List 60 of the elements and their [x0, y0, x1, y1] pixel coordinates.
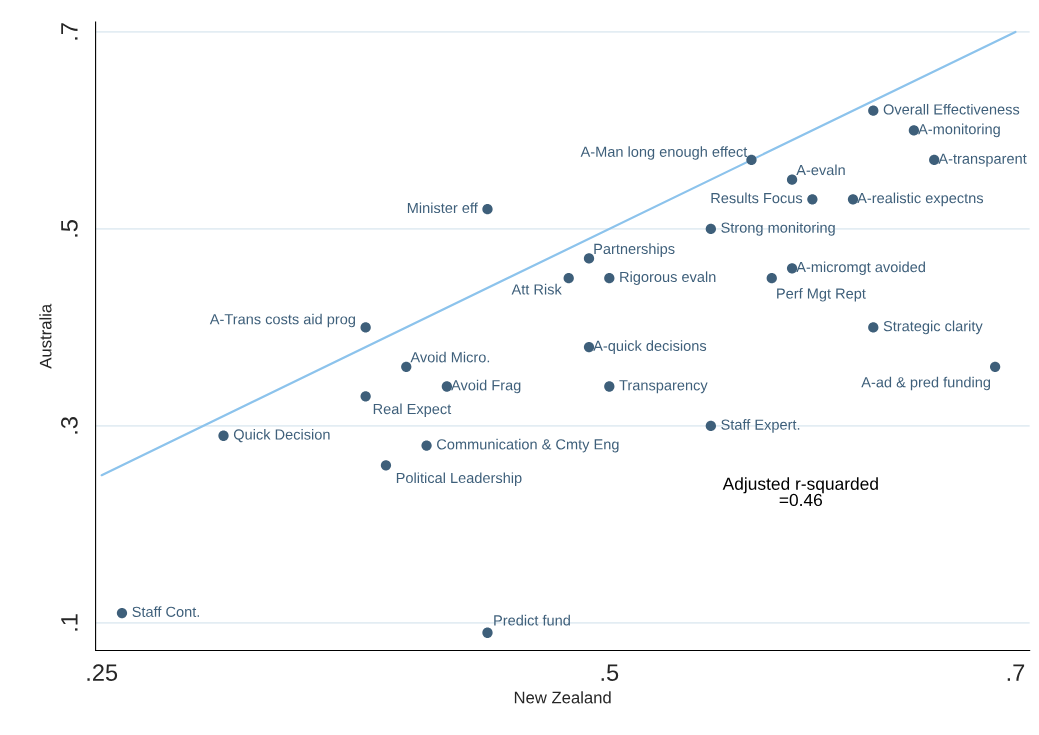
point [807, 194, 818, 205]
annotation: Political Leadership [396, 472, 522, 486]
annotation: Avoid Frag [451, 379, 521, 394]
annotation: Real Expect [373, 403, 452, 418]
point [705, 420, 716, 432]
point [786, 174, 798, 185]
y-tick-label: .5 [61, 220, 78, 237]
annotation: A-quick decisions [593, 340, 707, 354]
annotation: Predict fund [494, 614, 570, 626]
y-tick-label: .3 [61, 417, 78, 434]
annotation: A-Trans costs aid prog [209, 313, 355, 328]
point [705, 223, 716, 235]
annotation: Results Focus [711, 192, 803, 204]
point [421, 440, 432, 451]
point [604, 381, 615, 392]
x-tick-label: .5 [601, 664, 619, 682]
point [116, 607, 128, 619]
point [360, 322, 371, 333]
point [218, 430, 229, 441]
point [482, 204, 493, 215]
point [868, 105, 879, 116]
x-tick-label: .7 [1007, 664, 1025, 681]
annotation: Communication & Cmty Eng [437, 438, 619, 453]
annotation: Quick Decision [233, 428, 330, 443]
y-tick-label: .1 [61, 614, 78, 631]
annotation: Staff Expert. [721, 419, 800, 433]
annotation: Overall Effectiveness [883, 103, 1020, 115]
annotation: Partnerships [594, 243, 675, 257]
annotation: Rigorous evaln [620, 271, 716, 285]
point [746, 154, 757, 166]
point [989, 361, 1001, 372]
point [583, 253, 595, 264]
annotation: Minister eff [407, 202, 478, 214]
point [360, 391, 371, 402]
annotation: A-transparent [938, 153, 1027, 167]
annotation: Staff Cont. [132, 606, 200, 617]
x-axis-title: New Zealand [514, 691, 611, 704]
annotation: A-realistic expectns [857, 192, 984, 207]
annotation: A-evaln [796, 164, 845, 176]
x-tick-label: .25 [87, 664, 118, 682]
annotation: Strategic clarity [883, 320, 983, 335]
annotation: A-micromgt avoided [796, 261, 925, 276]
annotation: A-monitoring [918, 123, 1000, 138]
point [766, 273, 777, 284]
point [604, 273, 615, 284]
annotation: Adjusted r-squarded =0.46 [722, 477, 878, 507]
annotation: Transparency [619, 380, 708, 394]
y-axis-title: Australia [39, 303, 52, 369]
y-tick-label: .7 [61, 23, 78, 40]
point [380, 460, 392, 471]
point [482, 627, 493, 638]
point [401, 361, 412, 372]
annotation: Strong monitoring [721, 222, 835, 236]
annotation: A-Man long enough effect [580, 146, 748, 160]
annotation: Perf Mgt Rept [777, 288, 866, 302]
point [868, 322, 879, 333]
point [563, 273, 574, 284]
annotation: A-ad & pred funding [861, 376, 991, 391]
annotation: Att Risk [511, 283, 562, 295]
annotation: Avoid Micro. [410, 351, 490, 363]
